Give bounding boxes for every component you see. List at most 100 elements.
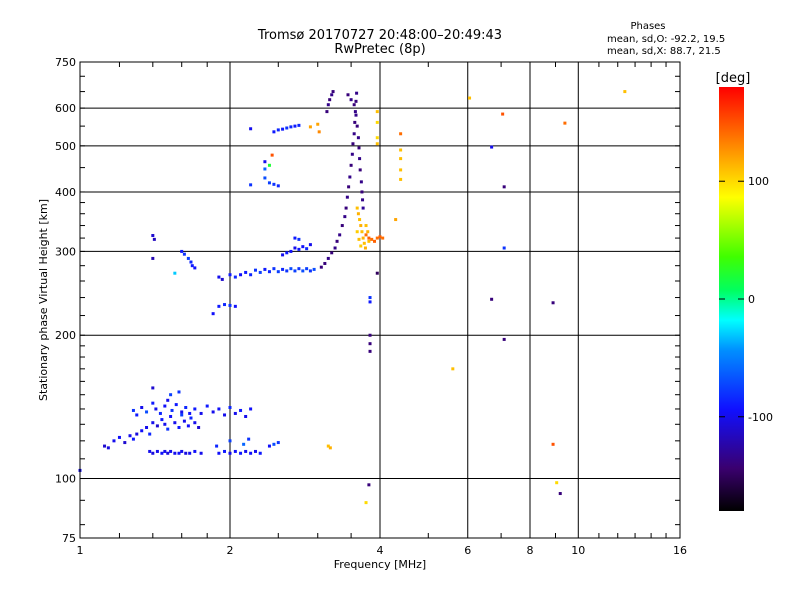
data-point	[468, 96, 472, 100]
data-point	[239, 451, 243, 455]
axis-ticks	[80, 62, 680, 538]
data-point	[177, 451, 181, 455]
data-point	[349, 98, 353, 102]
data-point	[131, 437, 135, 441]
data-point	[182, 252, 186, 256]
data-point	[354, 113, 358, 117]
data-point	[151, 451, 155, 455]
data-point	[228, 439, 232, 443]
data-point	[267, 270, 271, 274]
data-point	[189, 416, 193, 420]
data-point	[367, 483, 371, 487]
data-point	[394, 218, 398, 222]
data-point	[297, 237, 301, 241]
data-point	[375, 120, 379, 124]
data-point	[293, 236, 297, 240]
data-point	[170, 408, 174, 412]
data-point	[340, 224, 344, 228]
data-point	[217, 275, 221, 279]
data-point	[223, 449, 227, 453]
y-tick-label: 600	[55, 102, 76, 115]
data-point	[317, 130, 321, 134]
data-point	[353, 120, 357, 124]
data-point	[267, 163, 271, 167]
data-point	[293, 269, 297, 273]
data-point	[180, 449, 184, 453]
colorbar-tick-label: -100	[748, 411, 773, 424]
data-point	[217, 407, 221, 411]
data-point	[357, 146, 361, 150]
data-point	[285, 126, 289, 130]
data-point	[378, 235, 382, 239]
y-tick-label: 750	[55, 56, 76, 69]
chart-subtitle: RwPretec (8p)	[334, 42, 425, 57]
data-point	[359, 244, 363, 248]
data-point	[368, 349, 372, 353]
data-point	[263, 176, 267, 180]
data-point	[399, 148, 403, 152]
colorbar-ticks: 100 0 -100	[719, 175, 773, 424]
data-point	[205, 404, 209, 408]
data-point	[151, 401, 155, 405]
x-tick-label: 4	[377, 544, 384, 557]
data-point	[190, 264, 194, 268]
data-point	[344, 206, 348, 210]
data-point	[345, 195, 349, 199]
y-tick-label: 300	[55, 245, 76, 258]
data-point	[375, 142, 379, 146]
data-point	[258, 270, 262, 274]
data-point	[367, 236, 371, 240]
data-point	[399, 132, 403, 136]
data-point	[289, 249, 293, 253]
data-point	[281, 127, 285, 131]
data-point	[145, 425, 149, 429]
data-point	[551, 442, 555, 446]
data-point	[361, 198, 365, 202]
data-point	[272, 182, 276, 186]
data-point	[328, 446, 332, 450]
data-point	[163, 422, 167, 426]
data-point	[367, 239, 371, 243]
data-point	[249, 451, 253, 455]
data-point	[184, 451, 188, 455]
data-point	[112, 439, 116, 443]
data-point	[333, 246, 337, 250]
data-point	[551, 301, 555, 305]
data-point	[331, 90, 335, 94]
data-point	[375, 271, 379, 275]
data-point	[166, 451, 170, 455]
data-point	[193, 421, 197, 425]
data-point	[163, 404, 167, 408]
data-point	[140, 406, 144, 410]
data-point	[140, 429, 144, 433]
data-point	[330, 251, 334, 255]
data-point	[247, 437, 251, 441]
data-point	[267, 181, 271, 185]
data-point	[177, 425, 181, 429]
data-point	[364, 224, 368, 228]
data-point	[558, 492, 562, 496]
phase-info-title: Phases	[630, 21, 665, 32]
data-point	[355, 91, 359, 95]
data-point	[350, 152, 354, 156]
data-point	[193, 266, 197, 270]
data-point	[177, 390, 181, 394]
data-point	[368, 333, 372, 337]
data-point	[360, 190, 364, 194]
data-point	[358, 218, 362, 222]
data-point	[123, 441, 127, 445]
y-tick-label: 500	[55, 140, 76, 153]
data-point	[267, 444, 271, 448]
data-point	[366, 230, 370, 234]
data-point	[358, 168, 362, 172]
data-point	[276, 184, 280, 188]
data-point	[276, 128, 280, 132]
data-point	[169, 449, 173, 453]
data-point	[186, 424, 190, 428]
data-point	[353, 110, 357, 114]
data-points	[78, 90, 627, 505]
data-point	[312, 267, 316, 271]
data-point	[326, 256, 330, 260]
data-point	[244, 414, 248, 418]
data-point	[316, 122, 320, 126]
